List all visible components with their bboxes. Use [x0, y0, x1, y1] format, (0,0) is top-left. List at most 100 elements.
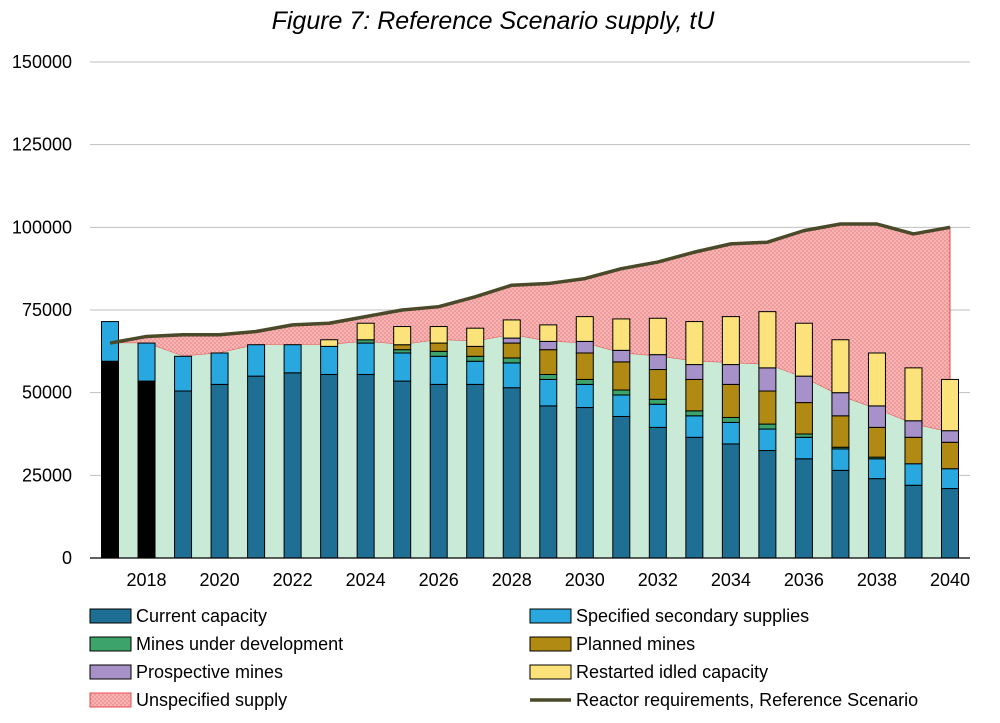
bar-segment-2040-s5 — [941, 378, 959, 432]
bar-segment-2035-s3 — [758, 390, 777, 425]
bar-segment-2022-s1 — [283, 344, 302, 374]
bar-segment-2040-s4 — [941, 430, 959, 443]
bar-segment-2019-s0 — [174, 390, 193, 559]
bar-segment-2030-s4 — [575, 340, 594, 354]
bar-segment-2040-s1 — [941, 468, 959, 490]
bar-segment-2030-s3 — [575, 352, 594, 380]
x-tick-label: 2034 — [711, 570, 751, 590]
bar-segment-2028-s0 — [502, 387, 521, 559]
legend-swatch — [529, 608, 572, 624]
bar-segment-2039-s1 — [904, 463, 923, 486]
x-tick-label: 2028 — [492, 570, 532, 590]
bar-segment-2036-s5 — [794, 322, 813, 377]
y-tick-label: 100000 — [12, 217, 72, 237]
x-tick-label: 2036 — [784, 570, 824, 590]
bar-segment-2032-s0 — [648, 426, 667, 559]
y-tick-label: 0 — [62, 548, 72, 568]
bar-segment-2033-s1 — [685, 415, 704, 438]
bar-segment-2039-s0 — [904, 484, 923, 559]
bar-segment-2031-s3 — [612, 361, 631, 391]
bar-segment-2030-s2 — [575, 378, 594, 385]
bar-segment-2026-s1 — [429, 355, 448, 385]
bar-segment-2035-s4 — [758, 367, 777, 392]
axis-layer: 0 25000 50000 75000 100000 125000 150000 2018 20… — [12, 52, 970, 590]
bar-segment-2021-s0 — [247, 375, 266, 559]
bar-segment-2038-s4 — [867, 405, 886, 428]
y-tick-label: 125000 — [12, 135, 72, 155]
bar-segment-2026-s5 — [429, 326, 448, 344]
bar-segment-2034-s3 — [721, 383, 740, 418]
bar-segment-2034-s2 — [721, 416, 740, 423]
legend-label: Mines under development — [136, 634, 343, 654]
bar-historical-2018 — [137, 380, 156, 559]
bar-segment-2028-s5 — [502, 319, 521, 339]
bar-segment-2038-s1 — [867, 458, 886, 480]
bar-segment-2036-s4 — [794, 375, 813, 404]
bar-segment-2032-s4 — [648, 354, 667, 371]
bar-segment-2035-s0 — [758, 450, 777, 559]
bar-segment-2024-s1 — [356, 342, 375, 375]
legend-item-mines-under-development: Mines under development — [89, 634, 343, 654]
bar-segment-2025-s0 — [393, 380, 412, 559]
legend-swatch — [89, 664, 132, 680]
bar-segment-2024-s0 — [356, 373, 375, 559]
bar-segment-2037-s0 — [831, 469, 850, 559]
bar-segment-2033-s3 — [685, 378, 704, 412]
x-tick-label: 2038 — [857, 570, 897, 590]
bar-segment-2031-s2 — [612, 389, 631, 396]
bar-segment-2037-s3 — [831, 415, 850, 448]
bar-segment-2039-s5 — [904, 367, 923, 422]
x-tick-label: 2032 — [638, 570, 678, 590]
bar-segment-2027-s1 — [466, 360, 485, 385]
x-tick-label: 2022 — [273, 570, 313, 590]
line-layer — [109, 222, 951, 345]
legend-item-restarted-idled-capacity: Restarted idled capacity — [529, 662, 768, 682]
x-tick-label: 2024 — [346, 570, 386, 590]
legend-label: Unspecified supply — [136, 690, 287, 710]
bar-segment-2025-s5 — [393, 326, 412, 346]
bar-segment-2023-s5 — [320, 339, 339, 347]
bar-segment-2030-s0 — [575, 407, 594, 559]
chart-title: Figure 7: Reference Scenario supply, tU — [272, 7, 716, 35]
y-tick-label: 50000 — [22, 383, 72, 403]
legend-label: Restarted idled capacity — [576, 662, 768, 682]
legend-label: Planned mines — [576, 634, 695, 654]
bar-segment-2028-s4 — [502, 337, 521, 344]
bar-segment-2028-s1 — [502, 362, 521, 389]
base-supply-area — [110, 334, 950, 558]
bar-segment-2035-s2 — [758, 423, 777, 430]
legend: Current capacity Specified secondary supp… — [89, 606, 918, 710]
bar-segment-2029-s2 — [539, 373, 558, 380]
x-tick-label: 2030 — [565, 570, 605, 590]
bar-segment-2031-s4 — [612, 349, 631, 363]
x-tick-label: 2018 — [126, 570, 166, 590]
legend-item-specified-secondary-supplies: Specified secondary supplies — [529, 606, 809, 626]
legend-item-unspecified-supply: Unspecified supply — [89, 690, 287, 710]
bar-segment-2022-s0 — [283, 372, 302, 559]
bar-segment-2029-s1 — [539, 378, 558, 407]
bar-segment-2024-s5 — [356, 322, 375, 341]
bar-segment-2027-s3 — [466, 345, 485, 357]
area-layer — [109, 223, 951, 558]
legend-item-current-capacity: Current capacity — [89, 606, 267, 626]
x-tick-label: 2040 — [930, 570, 970, 590]
x-tick-label: 2026 — [419, 570, 459, 590]
bar-segment-2037-s5 — [831, 339, 850, 394]
legend-item-prospective-mines: Prospective mines — [89, 662, 283, 682]
bar-segment-2018-s1 — [137, 342, 156, 382]
bar-segment-2037-s4 — [831, 392, 850, 417]
legend-swatch — [529, 636, 572, 652]
bar-segment-2027-s0 — [466, 383, 485, 559]
bar-segment-2023-s0 — [320, 373, 339, 559]
legend-swatch — [89, 608, 132, 624]
legend-item-reactor-requirements-reference-scenario: Reactor requirements, Reference Scenario — [530, 690, 918, 710]
bar-segment-2026-s2 — [429, 350, 448, 357]
bar-segment-2025-s3 — [393, 344, 412, 351]
bar-segment-2027-s2 — [466, 355, 485, 362]
bar-segment-2036-s3 — [794, 402, 813, 435]
legend-label: Reactor requirements, Reference Scenario — [576, 690, 918, 710]
bar-segment-2035-s1 — [758, 428, 777, 452]
legend-swatch — [89, 636, 132, 652]
bar-segment-2040-s3 — [941, 441, 959, 470]
